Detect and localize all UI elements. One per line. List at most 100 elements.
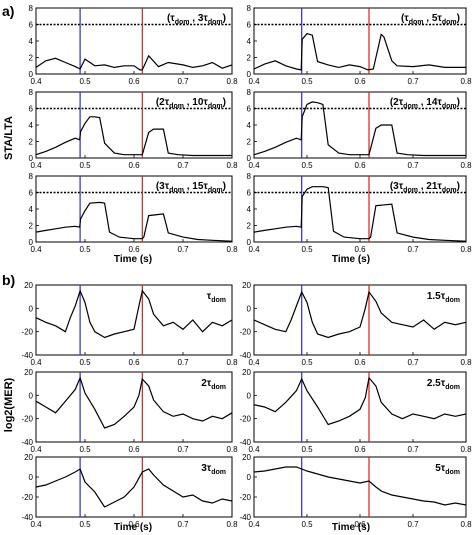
- panel-frame: [35, 175, 233, 243]
- y-tick-label: 2: [29, 54, 34, 63]
- x-tick-label: 0.4: [30, 161, 42, 170]
- panel-frame: [253, 371, 467, 443]
- panel-b1: 0.4 0.5 0.6 0.7 0.8 -40 -20 0 20 τdom: [21, 281, 238, 367]
- x-tick-label: 0.8: [460, 520, 472, 529]
- x-tick-label: 0.8: [226, 520, 238, 529]
- y-tick-label: -20: [21, 493, 33, 502]
- x-tick-label: 0.5: [79, 358, 91, 367]
- y-tick-label: -20: [21, 328, 33, 337]
- x-tick-label: 0.5: [79, 245, 91, 254]
- panel-a6: 0.4 0.5 0.6 0.7 0.8 0 2 4 6 8 (3τdom , 21τdom): [247, 172, 473, 254]
- y-tick-label: 4: [247, 37, 252, 46]
- trace-line: [35, 54, 233, 71]
- x-tick-label: 0.4: [30, 445, 42, 454]
- y-tick-label: 0: [29, 473, 34, 482]
- panel-annotation: (2τdom , 10τdom): [156, 97, 226, 110]
- y-tick-label: 8: [29, 172, 34, 181]
- y-tick-label: 8: [247, 88, 252, 97]
- x-tick-label: 0.6: [354, 358, 366, 367]
- y-tick-label: 0: [247, 238, 252, 247]
- section-b-xlabel-right: Time (s): [332, 522, 370, 533]
- y-tick-label: -40: [239, 351, 251, 360]
- panel-a1: 0.4 0.5 0.6 0.7 0.8 0 2 4 6 8 (τdom , 3τdom): [29, 4, 239, 86]
- x-tick-label: 0.6: [128, 520, 140, 529]
- x-tick-label: 0.7: [177, 445, 189, 454]
- x-tick-label: 0.8: [460, 77, 472, 86]
- x-tick-label: 0.4: [30, 245, 42, 254]
- x-tick-label: 0.7: [177, 358, 189, 367]
- x-tick-label: 0.6: [354, 161, 366, 170]
- y-tick-label: 4: [247, 205, 252, 214]
- x-tick-label: 0.6: [354, 445, 366, 454]
- x-tick-label: 0.6: [354, 245, 366, 254]
- y-tick-label: 20: [24, 368, 33, 377]
- y-tick-label: 2: [247, 138, 252, 147]
- panel-frame: [253, 456, 467, 518]
- y-tick-label: 2: [29, 138, 34, 147]
- panel-a5: 0.4 0.5 0.6 0.7 0.8 0 2 4 6 8 (3τdom , 15τdom): [29, 172, 239, 254]
- trace-line: [253, 466, 467, 506]
- y-tick-label: 6: [29, 21, 34, 30]
- panel-frame: [35, 91, 233, 159]
- y-tick-label: 0: [247, 391, 252, 400]
- y-tick-label: 20: [24, 281, 33, 290]
- trace-line: [253, 290, 467, 339]
- x-tick-label: 0.7: [407, 77, 419, 86]
- x-tick-label: 0.7: [177, 77, 189, 86]
- y-tick-label: 8: [29, 4, 34, 13]
- section-a-ylabel: STA/LTA: [3, 116, 15, 160]
- x-tick-label: 0.5: [79, 77, 91, 86]
- x-tick-label: 0.7: [407, 520, 419, 529]
- y-tick-label: 0: [29, 154, 34, 163]
- x-tick-label: 0.5: [301, 445, 313, 454]
- panel-frame: [253, 175, 467, 243]
- x-tick-label: 0.7: [177, 245, 189, 254]
- y-tick-label: -40: [21, 438, 33, 447]
- y-tick-label: -20: [239, 328, 251, 337]
- panel-annotation: 5τdom: [435, 463, 460, 476]
- y-tick-label: 2: [29, 222, 34, 231]
- x-tick-label: 0.5: [301, 520, 313, 529]
- y-tick-label: 6: [247, 105, 252, 114]
- y-tick-label: 20: [242, 281, 251, 290]
- x-tick-label: 0.6: [128, 77, 140, 86]
- section-a-xlabel-right: Time (s): [332, 254, 370, 265]
- panel-annotation: 2τdom: [201, 378, 226, 391]
- y-tick-label: 4: [29, 37, 34, 46]
- y-tick-label: -40: [21, 351, 33, 360]
- y-tick-label: -40: [21, 513, 33, 522]
- y-tick-label: 4: [247, 121, 252, 130]
- panel-b5: 0.4 0.5 0.6 0.7 0.8 -40 -20 0 20 3τdom: [21, 453, 238, 529]
- panel-b6: 0.4 0.5 0.6 0.7 0.8 -40 -20 0 20 5τdom: [239, 453, 472, 529]
- y-tick-label: 6: [29, 105, 34, 114]
- panel-annotation: (τdom , 5τdom): [401, 13, 460, 26]
- section-a-xlabel-left: Time (s): [114, 254, 152, 265]
- x-tick-label: 0.4: [248, 520, 260, 529]
- trace-line: [253, 376, 467, 426]
- y-tick-label: 0: [247, 473, 252, 482]
- y-tick-label: -20: [239, 493, 251, 502]
- section-b-label: b): [2, 272, 15, 288]
- y-tick-label: 6: [29, 189, 34, 198]
- y-tick-label: 20: [242, 453, 251, 462]
- x-tick-label: 0.4: [248, 358, 260, 367]
- x-tick-label: 0.6: [354, 77, 366, 86]
- y-tick-label: -40: [239, 438, 251, 447]
- x-tick-label: 0.4: [30, 358, 42, 367]
- x-tick-label: 0.4: [248, 161, 260, 170]
- y-tick-label: 8: [247, 172, 252, 181]
- y-tick-label: 0: [29, 238, 34, 247]
- x-tick-label: 0.7: [407, 245, 419, 254]
- x-tick-label: 0.6: [128, 358, 140, 367]
- x-tick-label: 0.7: [177, 161, 189, 170]
- x-tick-label: 0.8: [460, 245, 472, 254]
- panel-annotation: (3τdom , 15τdom): [156, 181, 226, 194]
- panel-a3: 0.4 0.5 0.6 0.7 0.8 0 2 4 6 8 (2τdom , 10τdom): [29, 88, 239, 170]
- y-tick-label: 20: [242, 368, 251, 377]
- panel-annotation: (τdom , 3τdom): [167, 13, 226, 26]
- x-tick-label: 0.8: [460, 161, 472, 170]
- x-tick-label: 0.8: [226, 77, 238, 86]
- x-tick-label: 0.8: [460, 445, 472, 454]
- trace-line: [35, 376, 233, 429]
